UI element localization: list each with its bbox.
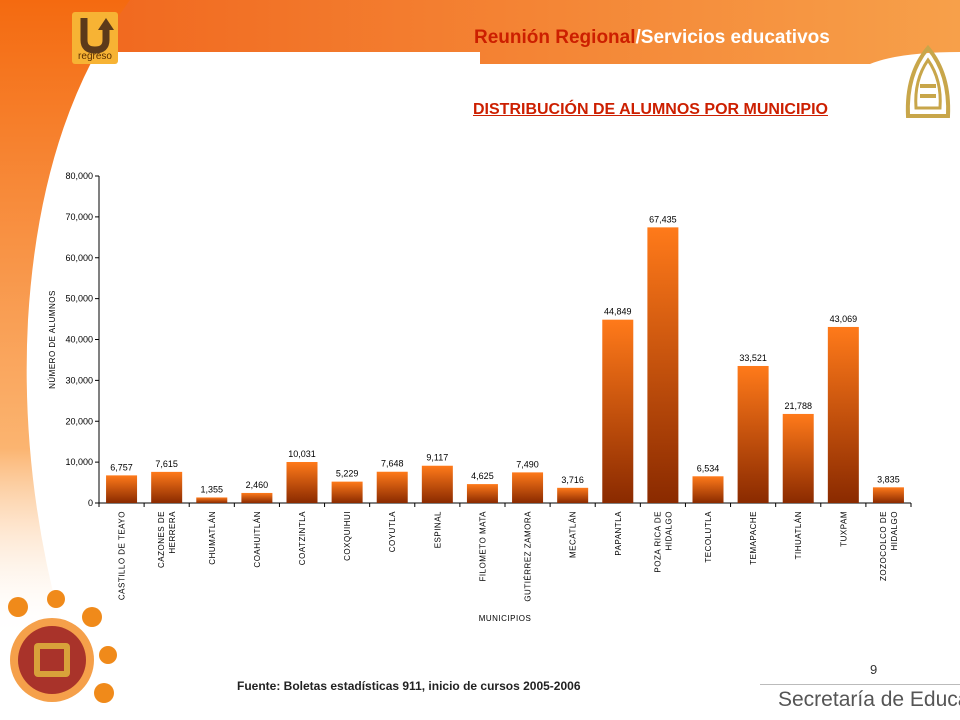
x-tick-label: HERRERA	[168, 511, 177, 554]
bar-value-label: 67,435	[649, 214, 677, 224]
bar-value-label: 9,117	[426, 453, 448, 463]
bar	[512, 472, 544, 503]
bar	[737, 365, 769, 503]
y-tick-label: 60,000	[65, 253, 93, 263]
bar-value-label: 3,716	[561, 475, 584, 485]
y-tick-label: 30,000	[65, 375, 93, 385]
y-tick-label: 0	[88, 498, 93, 508]
bar-value-label: 43,069	[830, 314, 858, 324]
x-tick-label: ZOZOCOLCO DE	[879, 511, 888, 581]
y-axis-title: NÚMERO DE ALUMNOS	[48, 290, 57, 389]
y-tick-label: 10,000	[65, 457, 93, 467]
bar-value-label: 4,625	[471, 471, 494, 481]
x-tick-label: COYUTLA	[388, 511, 397, 552]
x-tick-label: CAZONES DE	[157, 511, 166, 568]
bar-value-label: 5,229	[336, 469, 359, 479]
x-tick-label: FILOMETO MATA	[478, 511, 487, 582]
x-tick-label: COAHUITLÁN	[253, 511, 262, 568]
x-tick-label: MECATLÁN	[569, 511, 578, 558]
source-note: Fuente: Boletas estadísticas 911, inicio…	[237, 679, 581, 693]
y-tick-label: 40,000	[65, 335, 93, 345]
bar-value-label: 3,835	[877, 474, 900, 484]
bar-value-label: 2,460	[246, 480, 269, 490]
bar	[602, 319, 634, 503]
x-tick-label: TUXPAM	[839, 511, 848, 547]
bar	[196, 497, 228, 503]
bar	[331, 481, 363, 503]
u-turn-back-icon	[80, 18, 114, 54]
page-number: 9	[870, 662, 878, 677]
x-tick-label: HIDALGO	[890, 511, 899, 551]
footer-line	[760, 684, 960, 685]
bar	[782, 413, 814, 503]
x-tick-label: HIDALGO	[664, 511, 673, 551]
bar-value-label: 44,849	[604, 307, 632, 317]
bar-value-label: 7,615	[155, 459, 178, 469]
x-tick-label: POZA RICA DE	[653, 511, 662, 573]
header-title-part1: Reunión Regional	[474, 27, 636, 48]
y-tick-label: 50,000	[65, 294, 93, 304]
bar-value-label: 7,648	[381, 459, 404, 469]
bar	[241, 492, 273, 503]
bar	[151, 471, 183, 503]
bar-value-label: 33,521	[739, 353, 767, 363]
bar	[692, 476, 724, 503]
organization-name: Secretaría de Educación	[778, 688, 960, 711]
x-tick-label: CASTILLO DE TEAYO	[118, 511, 127, 600]
y-tick-label: 20,000	[65, 416, 93, 426]
left-swoosh	[0, 0, 130, 640]
x-tick-label: ESPINAL	[433, 511, 442, 548]
bar	[557, 487, 589, 503]
x-tick-label: PAPANTLA	[614, 511, 623, 556]
x-tick-label: TIHUATLÁN	[794, 511, 803, 559]
bar	[872, 487, 904, 503]
bar	[421, 465, 453, 503]
x-tick-label: COATZINTLA	[298, 511, 307, 565]
back-button[interactable]: regreso	[72, 12, 118, 64]
back-button-label: regreso	[78, 51, 112, 62]
bar-value-label: 1,355	[201, 484, 224, 494]
bar	[827, 326, 859, 503]
x-tick-label: CHUMATLÁN	[208, 511, 217, 565]
bar	[376, 471, 408, 503]
bar-value-label: 6,534	[697, 463, 720, 473]
bar-value-label: 7,490	[516, 459, 539, 469]
x-tick-label: COXQUIHUI	[343, 511, 352, 561]
chart-subtitle: DISTRIBUCIÓN DE ALUMNOS POR MUNICIPIO	[473, 101, 828, 118]
y-tick-label: 80,000	[65, 171, 93, 181]
header-title-part2: /Servicios educativos	[635, 27, 830, 48]
x-tick-label: GUTIÉRREZ ZAMORA	[524, 511, 533, 602]
x-axis-title: MUNICIPIOS	[479, 614, 532, 623]
bar-value-label: 6,757	[110, 462, 133, 472]
bar	[647, 227, 679, 503]
coat-of-arms-icon	[8, 590, 117, 703]
y-tick-label: 70,000	[65, 212, 93, 222]
veracruz-emblem-icon	[905, 44, 951, 118]
x-tick-label: TEMAPACHE	[749, 511, 758, 565]
bar-value-label: 21,788	[784, 401, 812, 411]
bar	[466, 484, 498, 503]
bar	[286, 461, 318, 503]
bar-value-label: 10,031	[288, 449, 316, 459]
header-title: Reunión Regional/Servicios educativos	[474, 27, 830, 49]
bar	[106, 475, 138, 503]
x-tick-label: TECOLUTLA	[704, 511, 713, 563]
header-band	[0, 0, 960, 64]
